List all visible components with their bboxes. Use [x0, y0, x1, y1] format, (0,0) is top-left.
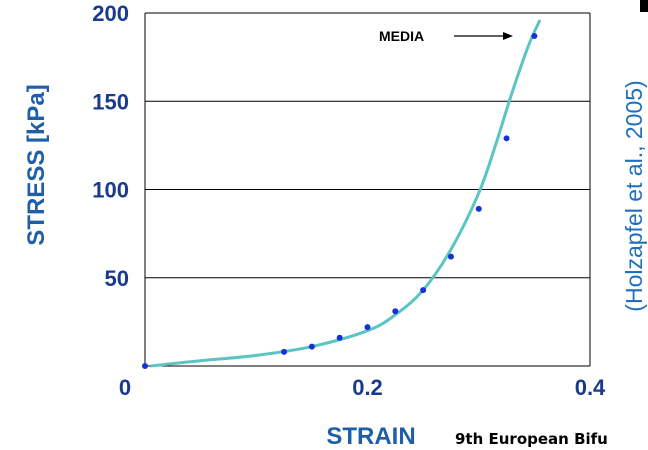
y-axis-title: STRESS [kPa]	[23, 84, 50, 245]
x-tick-label: 0.4	[575, 375, 606, 400]
x-tick-labels: 0 0.2 0.4	[119, 375, 606, 400]
media-annotation-label: MEDIA	[379, 28, 424, 44]
y-tick-labels: 50 100 150 200	[92, 1, 129, 291]
x-axis-title: STRAIN	[326, 423, 415, 450]
data-point	[142, 363, 148, 369]
data-point	[308, 343, 315, 350]
data-point	[281, 348, 288, 355]
data-points	[142, 32, 538, 369]
data-point	[420, 287, 427, 294]
y-tick-label: 200	[92, 1, 129, 26]
y-tick-label: 150	[92, 89, 129, 114]
data-point	[392, 308, 399, 315]
data-point	[531, 32, 538, 39]
media-arrow-head-icon	[503, 32, 513, 40]
data-point	[447, 253, 454, 260]
fit-curve-line	[150, 19, 542, 368]
x-tick-label: 0	[119, 375, 131, 400]
footer-conference-text: 9th European Bifu	[455, 430, 608, 448]
data-point	[503, 135, 510, 142]
corner-decoration	[640, 0, 648, 12]
y-tick-label: 50	[105, 266, 129, 291]
data-point	[475, 205, 482, 212]
source-citation: (Holzapfel et al., 2005)	[621, 80, 647, 311]
data-point	[364, 324, 371, 331]
grid-layer	[145, 12, 591, 366]
x-tick-label: 0.2	[352, 375, 383, 400]
data-point	[336, 334, 343, 341]
y-tick-label: 100	[92, 178, 129, 203]
